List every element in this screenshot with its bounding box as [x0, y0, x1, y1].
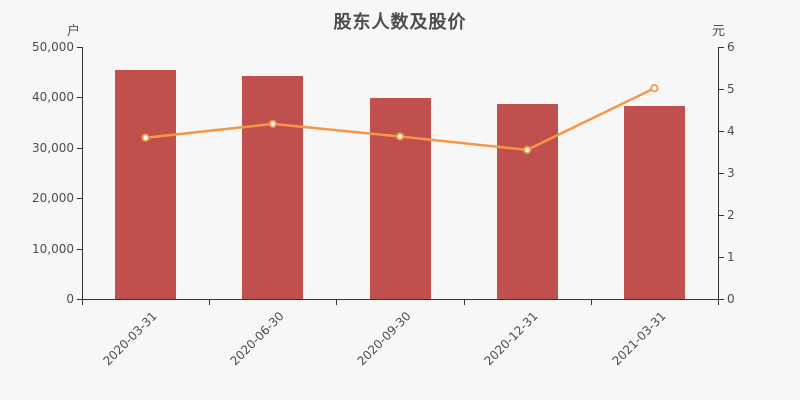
- left-axis-tick: [77, 198, 82, 200]
- right-axis-unit-label: 元: [712, 24, 726, 39]
- right-axis-tick: [719, 47, 724, 48]
- right-axis-tick: [719, 89, 724, 90]
- x-axis-tick-label: 2020-09-30: [354, 309, 414, 369]
- x-axis: [82, 299, 719, 300]
- price-point[interactable]: [523, 145, 532, 155]
- bar[interactable]: [496, 103, 558, 299]
- x-axis-tick-label: 2020-03-31: [100, 309, 160, 369]
- x-axis-tick-label: 2020-12-31: [481, 309, 542, 369]
- left-axis-tick-label: 0: [66, 292, 74, 306]
- right-y-axis: [718, 47, 719, 300]
- left-axis-tick: [77, 97, 82, 99]
- left-axis-tick: [77, 248, 82, 250]
- left-y-axis: [82, 47, 83, 300]
- left-axis-tick: [77, 299, 82, 300]
- right-axis-tick-label: 3: [727, 166, 735, 180]
- left-axis-tick: [77, 147, 82, 149]
- right-axis-tick: [719, 299, 724, 300]
- price-point[interactable]: [395, 132, 405, 141]
- right-axis-tick: [719, 257, 724, 258]
- price-point[interactable]: [650, 84, 659, 93]
- bar[interactable]: [242, 76, 304, 299]
- x-axis-tick: [336, 300, 338, 305]
- left-axis-tick-label: 20,000: [32, 191, 74, 206]
- right-axis-tick: [719, 173, 724, 174]
- chart-title: 股东人数及股价: [333, 12, 467, 33]
- right-axis-tick: [719, 215, 724, 216]
- right-axis-tick: [719, 131, 724, 132]
- right-axis-tick-label: 6: [727, 40, 735, 54]
- left-axis-tick-label: 50,000: [32, 40, 74, 54]
- x-axis-tick: [463, 300, 465, 305]
- price-line: [145, 87, 655, 152]
- x-axis-tick: [590, 300, 592, 305]
- left-axis-unit-label: 户: [66, 24, 80, 39]
- left-axis-tick-label: 40,000: [32, 90, 74, 105]
- price-point[interactable]: [268, 119, 277, 129]
- bar[interactable]: [115, 70, 177, 299]
- right-axis-tick-label: 1: [727, 250, 735, 264]
- left-axis-tick: [77, 47, 82, 48]
- left-axis-tick-label: 30,000: [32, 140, 74, 155]
- left-axis-tick-label: 10,000: [32, 241, 74, 256]
- bar[interactable]: [369, 97, 431, 299]
- price-point[interactable]: [141, 133, 150, 142]
- x-axis-tick-label: 2020-06-30: [227, 309, 287, 369]
- right-axis-tick-label: 5: [727, 82, 735, 96]
- right-axis-tick-label: 4: [727, 124, 735, 138]
- right-axis-tick-label: 2: [727, 208, 735, 222]
- x-axis-tick: [209, 300, 211, 305]
- price-line-svg: [141, 84, 659, 155]
- right-axis-tick-label: 0: [727, 292, 735, 306]
- x-axis-tick-label: 2021-03-31: [609, 309, 669, 369]
- x-axis-tick: [82, 300, 83, 305]
- x-axis-tick: [718, 300, 719, 305]
- bar[interactable]: [623, 106, 685, 299]
